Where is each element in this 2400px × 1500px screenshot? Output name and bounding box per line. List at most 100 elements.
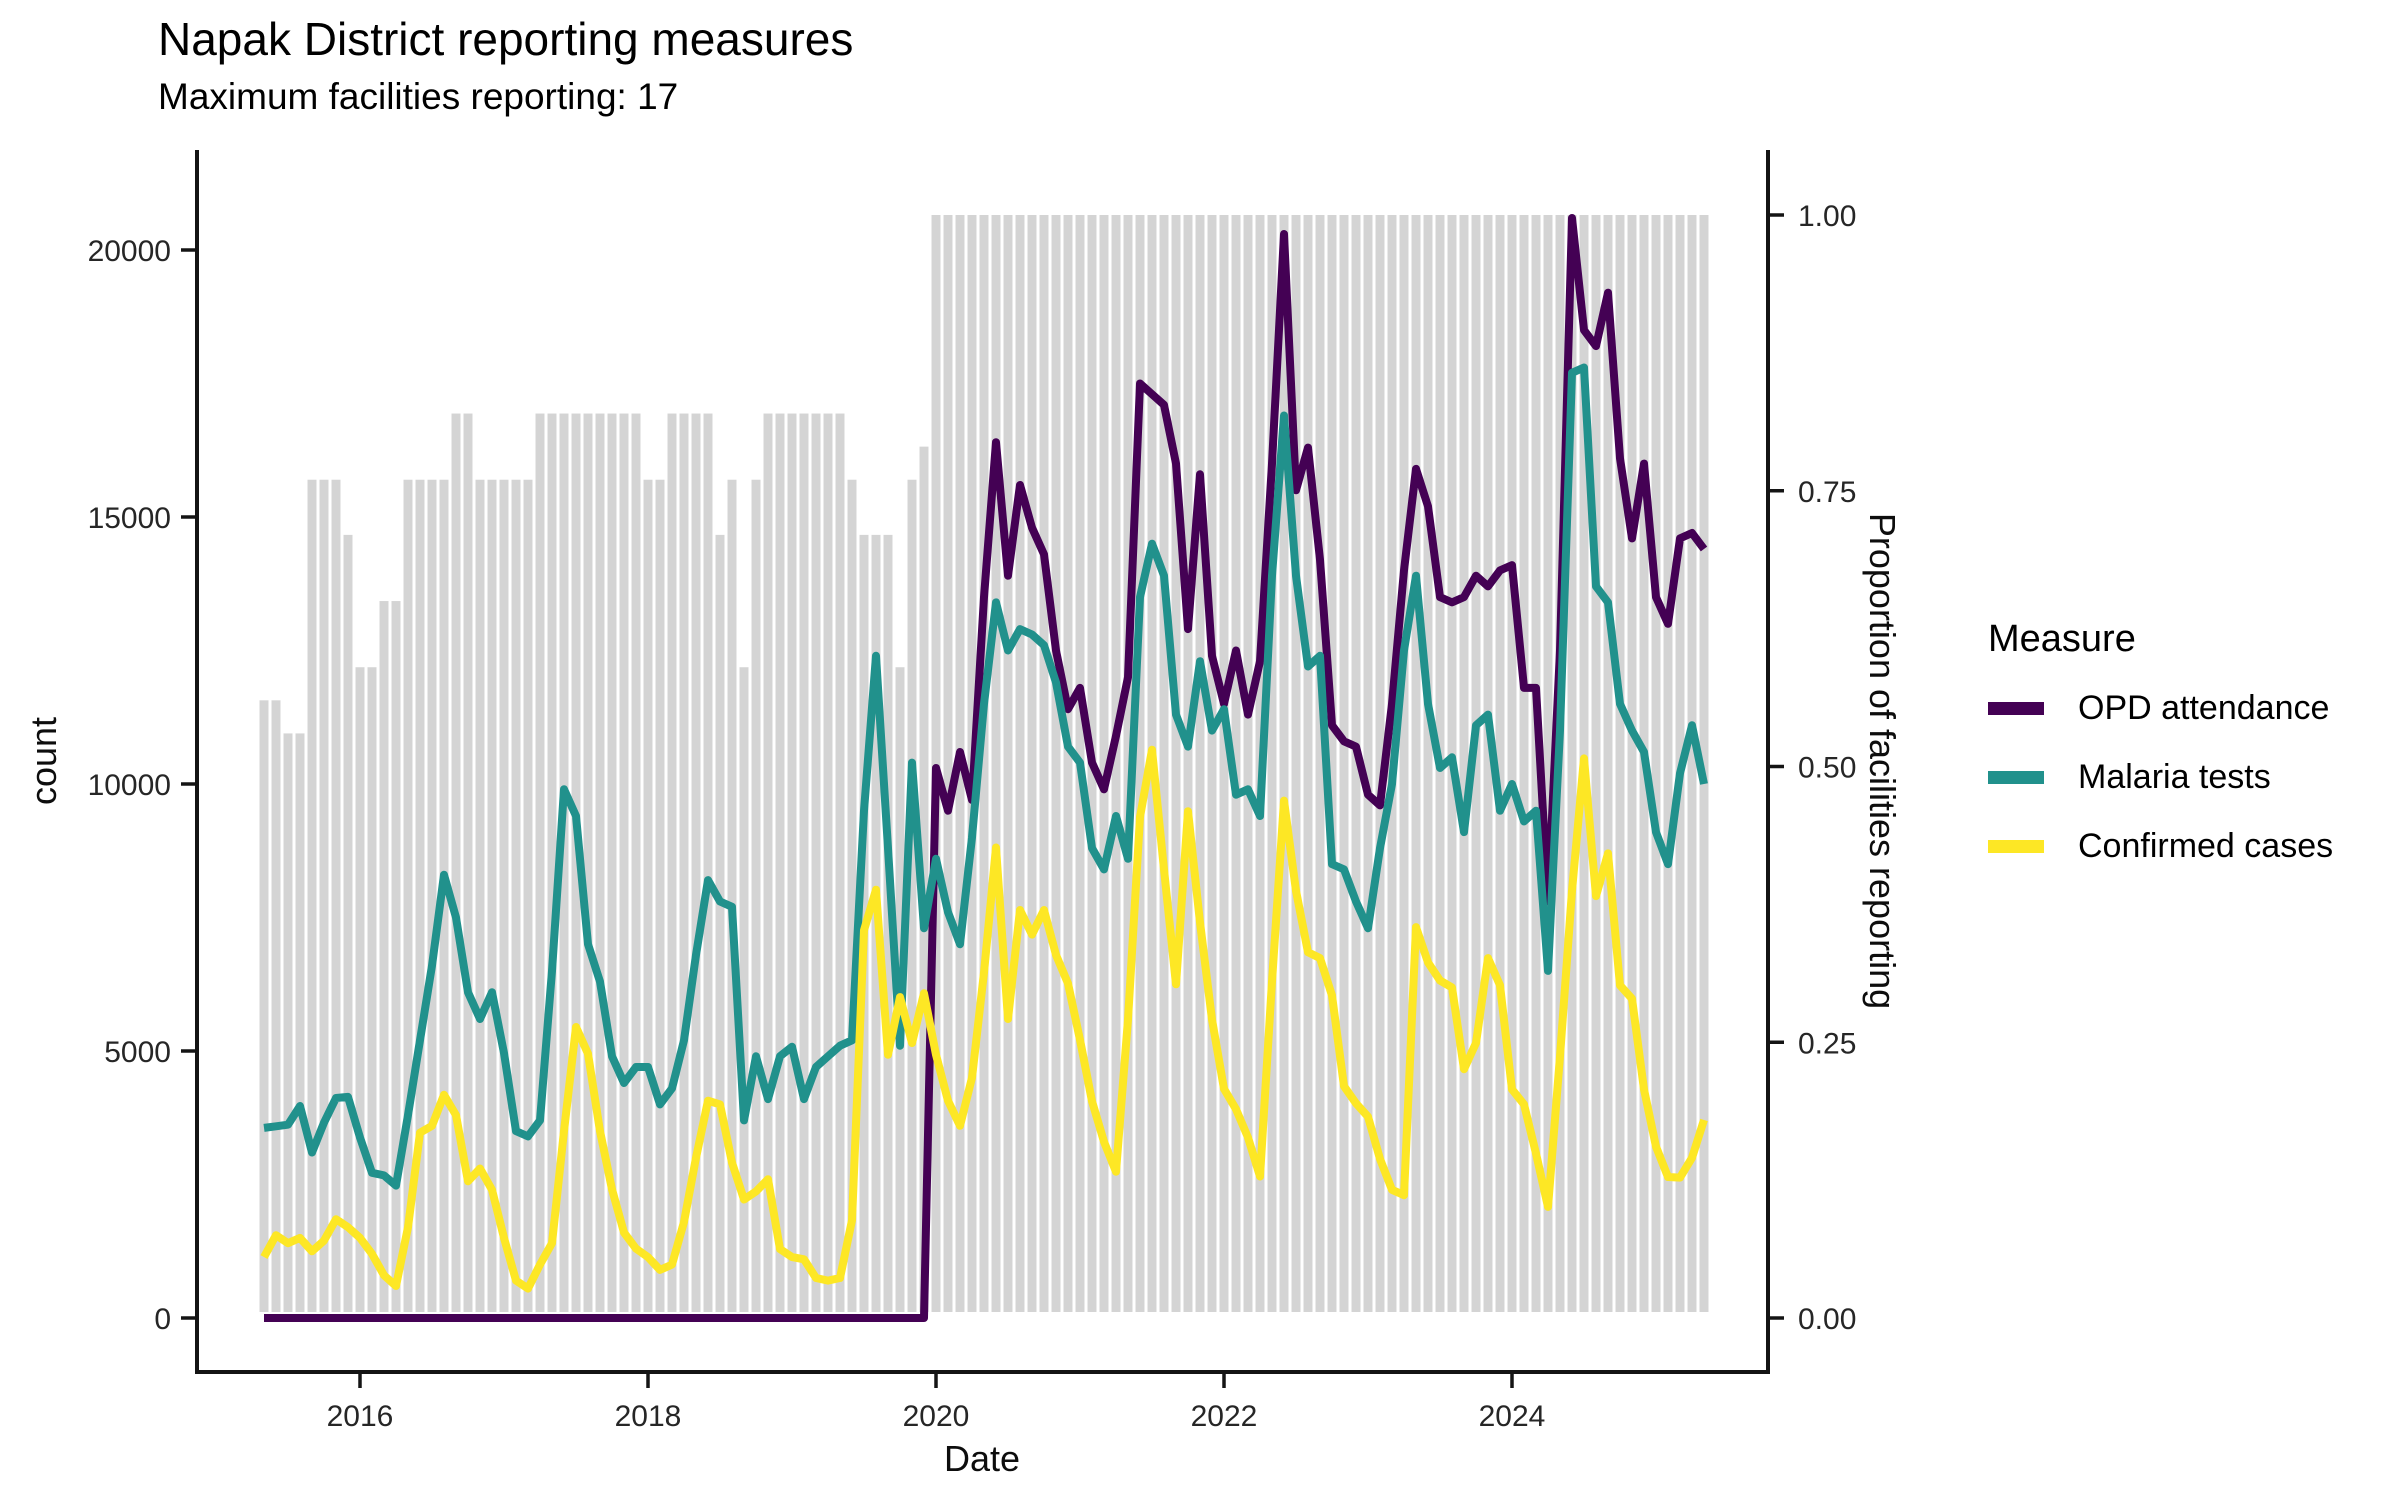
reporting-bar xyxy=(379,601,389,1312)
reporting-bar xyxy=(739,667,749,1312)
reporting-bar xyxy=(1099,215,1109,1312)
reporting-bar xyxy=(1423,215,1433,1312)
reporting-bar xyxy=(415,479,425,1313)
reporting-bar xyxy=(343,534,353,1312)
reporting-bar xyxy=(1627,215,1637,1312)
reporting-bar xyxy=(1543,215,1553,1312)
reporting-bar xyxy=(1183,215,1193,1312)
reporting-bar xyxy=(763,413,773,1312)
x-axis-title: Date xyxy=(943,1438,1021,1479)
reporting-bar xyxy=(295,733,305,1312)
reporting-bar xyxy=(547,413,557,1312)
reporting-bar xyxy=(631,413,641,1312)
reporting-bar xyxy=(1123,215,1133,1312)
y-left-tick-label: 15000 xyxy=(88,502,171,535)
reporting-bar xyxy=(835,413,845,1312)
y-right-tick-label: 1.00 xyxy=(1798,200,1856,233)
reporting-bar xyxy=(655,479,665,1313)
reporting-bar xyxy=(1015,215,1025,1312)
legend-key-opd-attendance xyxy=(1988,702,2044,715)
x-tick-label: 2024 xyxy=(1479,1400,1546,1433)
reporting-bar xyxy=(1603,215,1613,1312)
reporting-bar xyxy=(1531,215,1541,1312)
reporting-bar xyxy=(307,479,317,1313)
reporting-bar xyxy=(823,413,833,1312)
y-left-tick-label: 0 xyxy=(154,1303,171,1336)
reporting-bar xyxy=(607,413,617,1312)
chart-subtitle: Maximum facilities reporting: 17 xyxy=(158,76,679,117)
reporting-bar xyxy=(1507,215,1517,1312)
reporting-bar xyxy=(403,479,413,1313)
y-left-tick-label: 20000 xyxy=(88,235,171,268)
axes: 0 5000 10000 15000 20000 0.00 0.25 0.50 0.75 1.00… xyxy=(88,150,1856,1433)
legend-key-malaria-tests xyxy=(1988,771,2044,784)
reporting-bar xyxy=(1687,215,1697,1312)
legend-label: OPD attendance xyxy=(2078,689,2330,727)
y-right-tick-label: 0.75 xyxy=(1798,476,1856,509)
reporting-bar xyxy=(1027,215,1037,1312)
reporting-bar xyxy=(1615,215,1625,1312)
reporting-bar xyxy=(1483,215,1493,1312)
reporting-bar xyxy=(1519,215,1529,1312)
reporting-bar xyxy=(1375,215,1385,1312)
reporting-bar xyxy=(1339,215,1349,1312)
line-confirmed-cases xyxy=(260,745,1708,1293)
reporting-bar xyxy=(451,413,461,1312)
reporting-bar xyxy=(1195,215,1205,1312)
reporting-bar xyxy=(1267,215,1277,1312)
legend-item-confirmed-cases: Confirmed cases xyxy=(1988,827,2333,866)
y-left-tick-label: 5000 xyxy=(104,1036,171,1069)
reporting-bar xyxy=(727,479,737,1313)
reporting-bar xyxy=(463,413,473,1312)
reporting-bar xyxy=(1303,215,1313,1312)
reporting-bar xyxy=(1207,215,1217,1312)
reporting-bar xyxy=(475,479,485,1313)
legend-key-confirmed-cases xyxy=(1988,840,2044,853)
reporting-bar xyxy=(583,413,593,1312)
reporting-bar xyxy=(571,413,581,1312)
reporting-bar xyxy=(595,413,605,1312)
reporting-bar xyxy=(1231,215,1241,1312)
reporting-bar xyxy=(559,413,569,1312)
reporting-bar xyxy=(1291,215,1301,1312)
reporting-bar xyxy=(1327,215,1337,1312)
reporting-bar xyxy=(1063,215,1073,1312)
reporting-bar xyxy=(1315,215,1325,1312)
reporting-bar xyxy=(1363,215,1373,1312)
reporting-bar xyxy=(979,215,989,1312)
reporting-bar xyxy=(751,479,761,1313)
reporting-bar xyxy=(1051,215,1061,1312)
reporting-bar xyxy=(1459,215,1469,1312)
reporting-bar xyxy=(1039,215,1049,1312)
reporting-bar xyxy=(523,479,533,1313)
reporting-bar xyxy=(511,479,521,1313)
reporting-bar xyxy=(715,534,725,1312)
reporting-bar xyxy=(355,667,365,1312)
reporting-bar xyxy=(367,667,377,1312)
reporting-bar xyxy=(1135,215,1145,1312)
reporting-bar xyxy=(1243,215,1253,1312)
line-opd-attendance xyxy=(264,214,1708,1322)
chart-title: Napak District reporting measures xyxy=(158,13,854,65)
reporting-bar xyxy=(1351,215,1361,1312)
y-left-tick-label: 10000 xyxy=(88,769,171,802)
reporting-bar xyxy=(1411,215,1421,1312)
reporting-bar xyxy=(811,413,821,1312)
legend-item-malaria-tests: Malaria tests xyxy=(1988,758,2333,797)
reporting-bar xyxy=(1003,215,1013,1312)
reporting-bar xyxy=(271,700,281,1312)
y-right-tick-label: 0.50 xyxy=(1798,752,1856,785)
reporting-bar xyxy=(1567,215,1577,1312)
reporting-bar xyxy=(1279,215,1289,1312)
reporting-bar xyxy=(907,479,917,1313)
legend-label: Confirmed cases xyxy=(2078,827,2334,865)
reporting-bar xyxy=(787,413,797,1312)
reporting-bar xyxy=(883,534,893,1312)
legend-title: Measure xyxy=(1988,618,2136,660)
y-right-tick-label: 0.25 xyxy=(1798,1027,1856,1060)
reporting-bar xyxy=(1663,215,1673,1312)
reporting-bar xyxy=(1651,215,1661,1312)
x-tick-label: 2016 xyxy=(327,1400,394,1433)
